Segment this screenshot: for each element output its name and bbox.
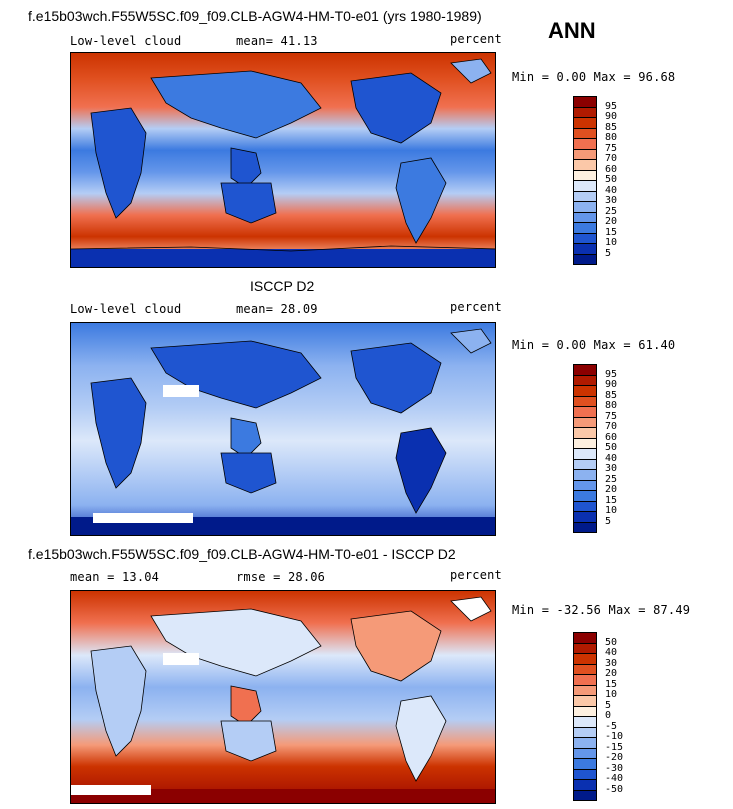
- colorbar-label: 85: [605, 389, 618, 401]
- colorbar-label: 25: [605, 205, 618, 217]
- panel-1-units: percent: [450, 32, 502, 46]
- panel-3-map: [70, 590, 496, 804]
- colorbar-label: 30: [605, 463, 618, 474]
- colorbar-label: -30: [605, 762, 624, 774]
- panel-3-colorbar: 50 40 30 20 15 10 5 0 -5 -10 -15 -20 -30 -40 -50: [573, 632, 623, 801]
- colorbar-label: 85: [605, 121, 618, 133]
- colorbar-label: -40: [605, 773, 624, 784]
- colorbar-label: 5: [605, 515, 612, 527]
- panel-1-map-field: [71, 53, 495, 267]
- panel-1-range: Min = 0.00 Max = 96.68: [512, 70, 676, 84]
- colorbar-label: 20: [605, 216, 618, 227]
- colorbar-label: 30: [605, 657, 618, 669]
- colorbar-label: 15: [605, 494, 618, 506]
- colorbar-label: 95: [605, 100, 618, 112]
- colorbar-label: 5: [605, 699, 612, 711]
- panel-1-map: [70, 52, 496, 268]
- panel-2-map: [70, 322, 496, 536]
- panel-2-colorbar: 95 90 85 80 75 70 60 50 40 30 25 20 15 10 5: [573, 364, 617, 533]
- panel-3-mean: mean = 13.04: [70, 570, 160, 584]
- colorbar-label: -10: [605, 731, 624, 742]
- case-title: f.e15b03wch.F55W5SC.f09_f09.CLB-AGW4-HM-…: [28, 8, 482, 24]
- colorbar-swatch: [573, 521, 597, 533]
- colorbar-label: 60: [605, 163, 618, 175]
- colorbar-label: 20: [605, 668, 618, 679]
- panel-2-mean: mean= 28.09: [236, 302, 318, 316]
- panel-3-title: f.e15b03wch.F55W5SC.f09_f09.CLB-AGW4-HM-…: [28, 546, 456, 562]
- season-label: ANN: [548, 18, 596, 43]
- panel-3-rmse: rmse = 28.06: [236, 570, 326, 584]
- colorbar-label: 50: [605, 636, 618, 648]
- colorbar-label: 15: [605, 678, 618, 690]
- colorbar-label: 30: [605, 195, 618, 206]
- colorbar-swatch: [573, 253, 597, 265]
- colorbar-label: 5: [605, 247, 612, 259]
- colorbar-label: 0: [605, 710, 612, 721]
- colorbar-label: 40: [605, 452, 618, 464]
- panel-3-units: percent: [450, 568, 502, 582]
- colorbar-label: 10: [605, 689, 618, 700]
- panel-1-mean: mean= 41.13: [236, 34, 318, 48]
- panel-3-map-field: [71, 591, 495, 803]
- colorbar-label: 20: [605, 484, 618, 495]
- colorbar-label: 75: [605, 142, 618, 154]
- colorbar-label: 40: [605, 184, 618, 196]
- colorbar-label: 75: [605, 410, 618, 422]
- panel-2-title: ISCCP D2: [250, 278, 315, 294]
- panel-3-range: Min = -32.56 Max = 87.49: [512, 603, 691, 617]
- panel-2-field-label: Low-level cloud: [70, 302, 182, 316]
- colorbar-label: 50: [605, 174, 618, 185]
- colorbar-label: 10: [605, 237, 618, 248]
- colorbar-label: 95: [605, 368, 618, 380]
- colorbar-label: 50: [605, 442, 618, 453]
- colorbar-label: 40: [605, 647, 618, 658]
- colorbar-label: 90: [605, 111, 618, 122]
- colorbar-swatch: [573, 789, 597, 801]
- colorbar-label: -5: [605, 720, 618, 732]
- colorbar-label: 70: [605, 421, 618, 432]
- colorbar-label: 80: [605, 400, 618, 411]
- colorbar-label: -20: [605, 752, 624, 763]
- panel-1-field-label: Low-level cloud: [70, 34, 182, 48]
- panel-2-map-field: [71, 323, 495, 535]
- colorbar-label: 60: [605, 431, 618, 443]
- colorbar-label: 90: [605, 379, 618, 390]
- colorbar-label: 80: [605, 132, 618, 143]
- colorbar-label: 10: [605, 505, 618, 516]
- colorbar-label: -15: [605, 741, 624, 753]
- panel-2-range: Min = 0.00 Max = 61.40: [512, 338, 676, 352]
- colorbar-label: 15: [605, 226, 618, 238]
- panel-1-colorbar: 95 90 85 80 75 70 60 50 40 30 25 20 15 10 5: [573, 96, 617, 265]
- panel-2-units: percent: [450, 300, 502, 314]
- colorbar-label: -50: [605, 783, 624, 795]
- colorbar-label: 70: [605, 153, 618, 164]
- colorbar-label: 25: [605, 473, 618, 485]
